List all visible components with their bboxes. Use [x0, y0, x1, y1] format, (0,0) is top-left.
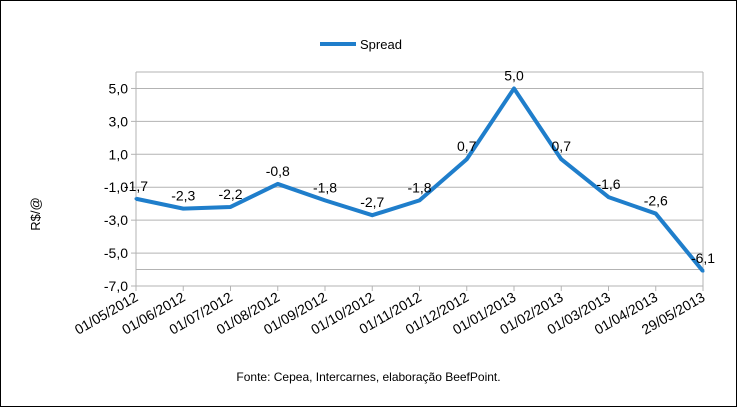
data-label: -1,8 [407, 179, 431, 195]
data-label: -1,6 [596, 176, 620, 192]
y-tick-label: -1,0 [104, 179, 128, 195]
data-label: -2,2 [218, 186, 242, 202]
data-point [418, 198, 421, 202]
data-point [654, 212, 658, 216]
data-point [465, 157, 469, 161]
data-label: 5,0 [504, 67, 524, 83]
data-point [323, 198, 327, 202]
data-point [512, 86, 516, 90]
data-label: -2,7 [360, 194, 384, 210]
y-tick-label: -7,0 [104, 278, 128, 294]
data-label: -6,1 [691, 250, 715, 266]
y-tick-label: 1,0 [109, 146, 129, 162]
source-note: Fonte: Cepea, Intercarnes, elaboração Be… [236, 370, 501, 384]
y-tick-label: -3,0 [104, 212, 128, 228]
data-point [701, 269, 705, 273]
data-label: 0,7 [457, 138, 477, 154]
data-label: -1,8 [313, 179, 337, 195]
data-label: -2,3 [171, 188, 195, 204]
data-point [607, 195, 610, 199]
y-tick-label: 5,0 [109, 80, 129, 96]
data-point [181, 207, 185, 211]
data-label: -2,6 [644, 193, 668, 209]
legend-label: Spread [360, 37, 402, 52]
data-point [559, 157, 563, 161]
data-label: 0,7 [552, 138, 572, 154]
data-label: -0,8 [266, 163, 290, 179]
y-axis-title: R$/@ [28, 197, 43, 230]
data-point [134, 197, 138, 201]
y-tick-label: 3,0 [109, 113, 129, 129]
y-tick-label: -5,0 [104, 245, 128, 261]
data-point [370, 213, 374, 217]
data-label: -1,7 [124, 178, 148, 194]
data-point [276, 182, 280, 186]
data-point [229, 205, 232, 209]
